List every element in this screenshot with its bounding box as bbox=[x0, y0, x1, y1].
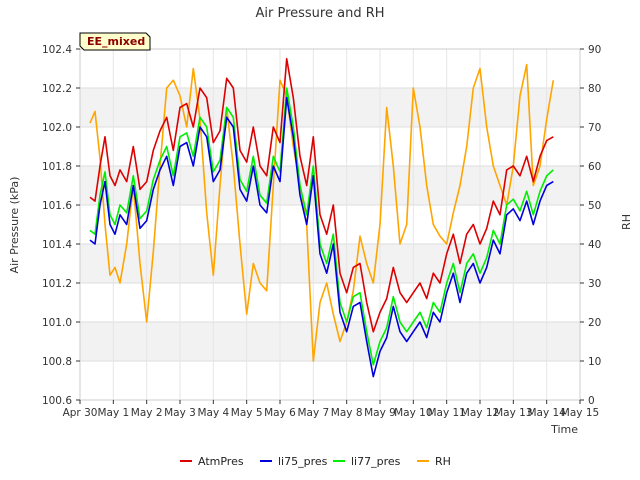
y-tick-label-left: 101.4 bbox=[42, 239, 72, 251]
y-tick-label-right: 30 bbox=[588, 278, 601, 290]
plot-band bbox=[80, 166, 580, 205]
plot-band bbox=[80, 49, 580, 88]
series-line-li77-pres bbox=[89, 87, 554, 366]
y-tick-label-left: 101.8 bbox=[42, 161, 72, 173]
y-tick-label-right: 20 bbox=[588, 317, 601, 329]
x-tick-label: May 4 bbox=[197, 407, 229, 419]
x-tick-label: May 14 bbox=[527, 407, 566, 419]
site-tag-label: EE_mixed bbox=[87, 35, 145, 48]
x-tick-label: Apr 30 bbox=[63, 407, 98, 419]
y-tick-label-left: 102.2 bbox=[42, 83, 72, 95]
y-tick-label-left: 100.8 bbox=[42, 356, 72, 368]
y-tick-label-right: 50 bbox=[588, 200, 601, 212]
plot-bands bbox=[80, 49, 580, 400]
y-axis-label-left: Air Pressure (kPa) bbox=[8, 177, 21, 274]
plot-band bbox=[80, 361, 580, 400]
axes: 100.6 100.8 101.0 101.2 101.4 101.6 101.8 102.0… bbox=[42, 44, 601, 419]
x-tick-label: May 9 bbox=[364, 407, 396, 419]
x-tick-label: May 3 bbox=[164, 407, 196, 419]
x-tick-label: May 7 bbox=[297, 407, 329, 419]
plot-band bbox=[80, 322, 580, 361]
x-tick-label: May 6 bbox=[264, 407, 296, 419]
y-tick-label-right: 90 bbox=[588, 44, 601, 56]
plot-frame bbox=[79, 48, 581, 401]
y-tick-label-left: 102.4 bbox=[42, 44, 72, 56]
y-tick-label-left: 101.6 bbox=[42, 200, 72, 212]
legend-label-li77-pres: li77_pres bbox=[351, 455, 401, 468]
x-tick-label: May 8 bbox=[331, 407, 363, 419]
y-tick-label-left: 101.2 bbox=[42, 278, 72, 290]
x-tick-label: May 12 bbox=[461, 407, 499, 419]
x-tick-label: May 11 bbox=[427, 407, 465, 419]
legend: AtmPres li75_pres li77_pres RH bbox=[180, 455, 451, 468]
y-tick-label-left: 101.0 bbox=[42, 317, 72, 329]
legend-label-atmpres: AtmPres bbox=[198, 455, 244, 468]
y-tick-label-right: 60 bbox=[588, 161, 601, 173]
plot-band bbox=[80, 88, 580, 127]
x-tick-label: May 13 bbox=[494, 407, 532, 419]
series-layer bbox=[89, 57, 555, 378]
plot-band bbox=[80, 283, 580, 322]
y-axis-label-right: RH bbox=[620, 214, 633, 230]
y-tick-label-left: 102.0 bbox=[42, 122, 72, 134]
x-tick-label: May 15 bbox=[561, 407, 599, 419]
y-tick-label-right: 0 bbox=[588, 395, 595, 407]
legend-label-li75-pres: li75_pres bbox=[278, 455, 328, 468]
series-line-li75-pres bbox=[89, 96, 554, 378]
site-tag: EE_mixed bbox=[79, 32, 151, 51]
site-tag-box bbox=[79, 32, 151, 51]
x-tick-label: May 2 bbox=[131, 407, 163, 419]
chart-title: Air Pressure and RH bbox=[255, 6, 384, 21]
series-line-atmpres bbox=[89, 57, 554, 333]
y-tick-label-right: 70 bbox=[588, 122, 601, 134]
x-tick-label: May 5 bbox=[231, 407, 263, 419]
y-tick-label-right: 80 bbox=[588, 83, 601, 95]
y-tick-label-left: 100.6 bbox=[42, 395, 72, 407]
y-tick-label-right: 40 bbox=[588, 239, 601, 251]
series-line-rh bbox=[89, 63, 555, 362]
legend-label-rh: RH bbox=[435, 455, 451, 468]
y-tick-label-right: 10 bbox=[588, 356, 601, 368]
x-tick-label: May 1 bbox=[97, 407, 129, 419]
x-axis-label: Time bbox=[550, 423, 578, 436]
x-tick-label: May 10 bbox=[394, 407, 432, 419]
